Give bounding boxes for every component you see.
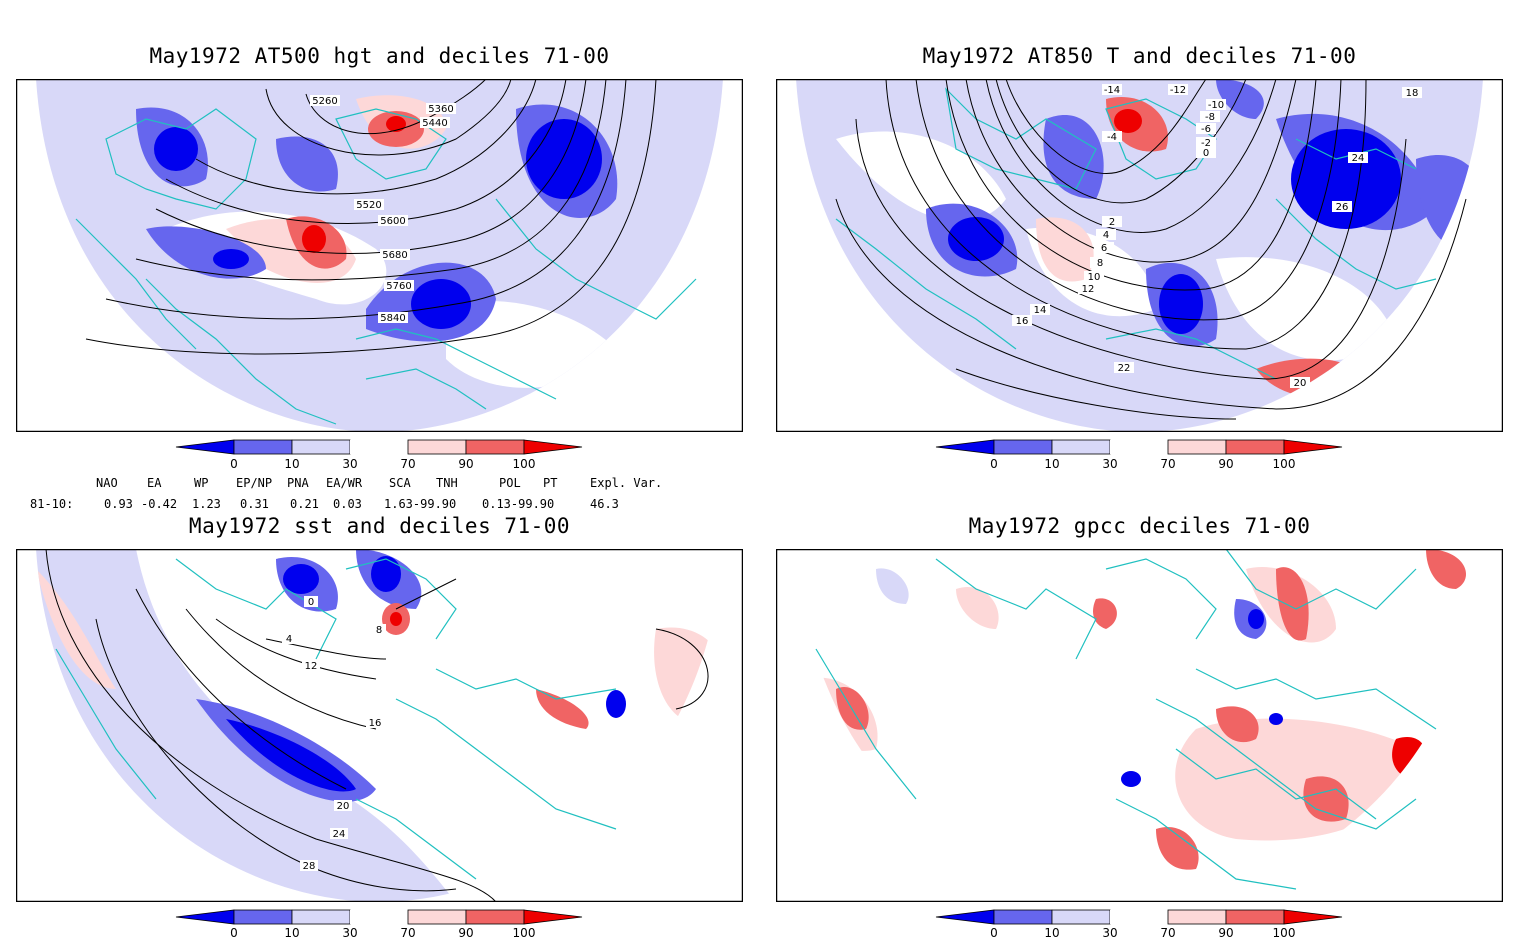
colorbar-tick-label: 0 [990, 926, 998, 940]
colorbar-hgt500: 0 10 30 70 90 100 [175, 439, 586, 480]
contour-label: -2 [1201, 138, 1211, 149]
contour-label: 0 [308, 597, 314, 608]
contour-label: -6 [1201, 124, 1211, 135]
index-header-nao: NAO [96, 476, 118, 490]
contour-label: 6 [1101, 243, 1107, 254]
contour-label: 5680 [382, 250, 407, 261]
contour-label: 12 [1082, 284, 1095, 295]
colorbar-tick-label: 70 [1160, 926, 1175, 940]
contour-label: 14 [1034, 305, 1047, 316]
index-header-expl-var: Expl. Var. [590, 476, 663, 490]
contour-label: 5260 [312, 96, 337, 107]
contour-label: 26 [1336, 202, 1349, 213]
index-header-sca: SCA [389, 476, 411, 490]
contour-label: 18 [1406, 88, 1419, 99]
colorbar-tick-label: 30 [1102, 926, 1117, 940]
colorbar-tick-label: 10 [284, 926, 299, 940]
contour-label: 2 [1109, 217, 1115, 228]
colorbar-tick-label: 90 [1218, 926, 1233, 940]
colorbar-tick-label: 30 [342, 926, 357, 940]
colorbar-tick-label: 100 [1273, 926, 1296, 940]
colorbar-tick-label: 10 [284, 457, 299, 471]
colorbar-tick-label: 70 [400, 457, 415, 471]
index-value-eawr: 0.03 [333, 497, 362, 511]
index-value-pol-pt: 0.13-99.90 [482, 497, 555, 511]
panel-title-hgt500: May1972 AT500 hgt and deciles 71-00 [149, 44, 610, 68]
colorbar-sst: 0 10 30 70 90 100 [175, 909, 586, 950]
colorbar-tick-label: 90 [458, 457, 473, 471]
index-header-tnh: TNH [436, 476, 458, 490]
colorbar-tick-label: 0 [230, 926, 238, 940]
contour-label: -10 [1208, 100, 1224, 111]
contour-label: 8 [1097, 258, 1103, 269]
index-header-pol: POL [499, 476, 521, 490]
contour-label: 0 [1203, 148, 1209, 159]
index-value-epnp: 0.31 [240, 497, 269, 511]
contour-label: -14 [1104, 85, 1120, 96]
colorbar-tick-label: 100 [513, 457, 536, 471]
contour-label: 24 [1352, 153, 1365, 164]
map-panel-sst: 0 4 8 12 16 20 24 28 [16, 549, 743, 902]
colorbar-tick-label: 90 [458, 926, 473, 940]
contour-label: 5760 [386, 281, 411, 292]
contour-label: 8 [376, 625, 382, 636]
colorbar-tick-label: 100 [1273, 457, 1296, 471]
contour-label: -12 [1170, 85, 1186, 96]
contour-label: 22 [1118, 363, 1131, 374]
contour-label: 5840 [380, 313, 405, 324]
colorbar-tick-label: 100 [513, 926, 536, 940]
colorbar-tick-label: 90 [1218, 457, 1233, 471]
contour-label: 16 [1016, 316, 1029, 327]
map-panel-gpcc [776, 549, 1503, 902]
index-header-pt: PT [543, 476, 558, 490]
contour-label: -4 [1107, 132, 1117, 143]
colorbar-tick-label: 10 [1044, 457, 1059, 471]
contour-label: -8 [1205, 112, 1215, 123]
index-value-sca-tnh: 1.63-99.90 [384, 497, 457, 511]
contour-label: 5360 [428, 104, 453, 115]
index-header-ea: EA [147, 476, 162, 490]
colorbar-gpcc: 0 10 30 70 90 100 [935, 909, 1346, 950]
index-value-nao: 0.93 [104, 497, 133, 511]
panel-title-sst: May1972 sst and deciles 71-00 [188, 514, 571, 538]
index-value-wp: 1.23 [192, 497, 221, 511]
contour-label: 5440 [422, 118, 447, 129]
colorbar-t850: 0 10 30 70 90 100 [935, 439, 1346, 480]
index-header-eawr: EA/WR [326, 476, 363, 490]
panel-title-gpcc: May1972 gpcc deciles 71-00 [968, 514, 1311, 538]
index-value-ea: -0.42 [141, 497, 178, 511]
map-panel-t850: -14 -12 -10 -8 -6 -4 -2 0 2 4 6 8 10 12 … [776, 79, 1503, 432]
contour-label: 24 [333, 829, 346, 840]
contour-label: 5520 [356, 200, 381, 211]
contour-label: 4 [286, 634, 292, 645]
contour-label: 20 [1294, 378, 1307, 389]
colorbar-tick-label: 30 [1102, 457, 1117, 471]
colorbar-tick-label: 0 [230, 457, 238, 471]
index-row-label: 81-10: [30, 497, 74, 511]
index-header-pna: PNA [287, 476, 309, 490]
contour-label: 4 [1103, 230, 1109, 241]
map-panel-hgt500: 5260 5360 5440 5520 5600 5680 5760 5840 [16, 79, 743, 432]
colorbar-tick-label: 10 [1044, 926, 1059, 940]
contour-label: 5600 [380, 216, 405, 227]
index-header-wp: WP [194, 476, 209, 490]
contour-label: 12 [305, 661, 318, 672]
contour-label: 16 [369, 718, 382, 729]
colorbar-tick-label: 70 [1160, 457, 1175, 471]
index-value-expl-var: 46.3 [590, 497, 619, 511]
contour-label: 20 [337, 801, 350, 812]
contour-label: 10 [1088, 272, 1101, 283]
colorbar-tick-label: 0 [990, 457, 998, 471]
panel-title-t850: May1972 AT850 T and deciles 71-00 [922, 44, 1357, 68]
colorbar-tick-label: 30 [342, 457, 357, 471]
colorbar-tick-label: 70 [400, 926, 415, 940]
index-header-epnp: EP/NP [236, 476, 273, 490]
contour-label: 28 [303, 861, 316, 872]
index-value-pna: 0.21 [290, 497, 319, 511]
